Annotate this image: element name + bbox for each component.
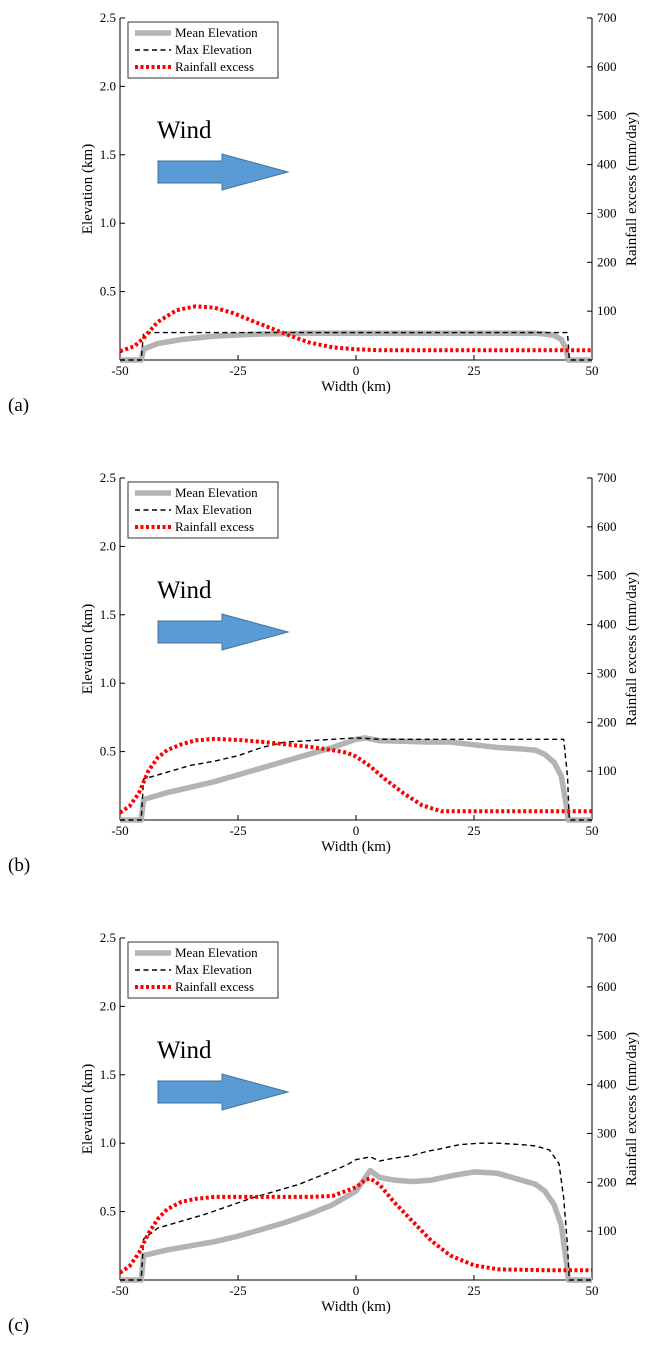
x-tick-label: 0 — [353, 363, 360, 378]
legend-label: Mean Elevation — [175, 945, 258, 960]
x-tick-label: 50 — [586, 823, 599, 838]
x-tick-label: 25 — [468, 823, 481, 838]
wind-label: Wind — [157, 117, 212, 144]
y2-tick-label: 200 — [597, 714, 617, 729]
x-tick-label: -50 — [111, 823, 128, 838]
y2-tick-label: 500 — [597, 1028, 617, 1043]
y2-tick-label: 400 — [597, 157, 617, 172]
wind-label: Wind — [157, 1037, 212, 1064]
y2-tick-label: 300 — [597, 205, 617, 220]
panel-label: (b) — [8, 855, 30, 876]
panel-label: (a) — [8, 395, 29, 416]
y-tick-label: 1.0 — [100, 1135, 116, 1150]
x-tick-label: -25 — [229, 823, 246, 838]
series-line-mean-elevation — [120, 1167, 592, 1283]
y-tick-label: 2.5 — [100, 470, 116, 485]
series-line-rainfall-excess — [118, 736, 592, 815]
y2-tick-label: 400 — [597, 617, 617, 632]
x-tick-label: 25 — [468, 1283, 481, 1298]
y2-tick-label: 700 — [597, 930, 617, 945]
legend-label: Rainfall excess — [175, 519, 254, 534]
legend-label: Rainfall excess — [175, 979, 254, 994]
y-tick-label: 2.0 — [100, 538, 116, 553]
y2-tick-label: 500 — [597, 568, 617, 583]
y2-tick-label: 100 — [597, 1223, 617, 1238]
x-tick-label: -25 — [229, 1283, 246, 1298]
y-tick-label: 2.0 — [100, 78, 116, 93]
y-tick-label: 2.0 — [100, 998, 116, 1013]
legend-label: Rainfall excess — [175, 59, 254, 74]
y-tick-label: 1.5 — [100, 1067, 116, 1082]
y2-tick-label: 100 — [597, 303, 617, 318]
x-axis-label: Width (km) — [321, 1299, 391, 1315]
series-line-rainfall-excess — [118, 1176, 592, 1275]
legend-label: Mean Elevation — [175, 25, 258, 40]
y2-axis-label: Rainfall excess (mm/day) — [624, 1032, 640, 1186]
chart-panel-a: -50 -25 0 25 50 0.5 1.0 1.5 2.0 2.5 100 200 300 400 50… — [8, 10, 640, 416]
x-tick-label: 0 — [353, 1283, 360, 1298]
series-line-max-elevation — [120, 1142, 592, 1281]
x-axis-label: Width (km) — [321, 379, 391, 395]
wind-label: Wind — [157, 577, 212, 604]
y2-axis-label: Rainfall excess (mm/day) — [624, 572, 640, 726]
y2-tick-label: 500 — [597, 108, 617, 123]
y-tick-label: 1.0 — [100, 675, 116, 690]
y2-tick-label: 600 — [597, 59, 617, 74]
x-tick-label: -50 — [111, 363, 128, 378]
y2-tick-label: 200 — [597, 254, 617, 269]
y-tick-label: 0.5 — [100, 744, 116, 759]
legend-label: Max Elevation — [175, 502, 252, 517]
y-tick-label: 2.5 — [100, 10, 116, 25]
legend-label: Max Elevation — [175, 962, 252, 977]
y-tick-label: 0.5 — [100, 1204, 116, 1219]
y-axis-label: Elevation (km) — [80, 1064, 96, 1154]
right-arrow-icon — [157, 613, 290, 651]
y2-tick-label: 100 — [597, 763, 617, 778]
y-axis-label: Elevation (km) — [80, 604, 96, 694]
x-tick-label: 25 — [468, 363, 481, 378]
y2-tick-label: 300 — [597, 665, 617, 680]
y-tick-label: 1.0 — [100, 215, 116, 230]
y2-tick-label: 200 — [597, 1174, 617, 1189]
legend-label: Mean Elevation — [175, 485, 258, 500]
y2-tick-label: 600 — [597, 979, 617, 994]
x-axis-label: Width (km) — [321, 839, 391, 855]
series-line-rainfall-excess — [119, 304, 592, 354]
series-line-mean-elevation — [120, 735, 592, 823]
y-tick-label: 1.5 — [100, 607, 116, 622]
y2-tick-label: 400 — [597, 1077, 617, 1092]
x-tick-label: 50 — [586, 1283, 599, 1298]
x-tick-label: -25 — [229, 363, 246, 378]
y2-tick-label: 700 — [597, 470, 617, 485]
y2-axis-label: Rainfall excess (mm/day) — [624, 112, 640, 266]
y2-tick-label: 300 — [597, 1125, 617, 1140]
x-tick-label: 0 — [353, 823, 360, 838]
y2-tick-label: 700 — [597, 10, 617, 25]
y2-tick-label: 600 — [597, 519, 617, 534]
x-tick-label: -50 — [111, 1283, 128, 1298]
right-arrow-icon — [157, 1073, 290, 1111]
series-line-max-elevation — [120, 331, 592, 361]
right-arrow-icon — [157, 153, 290, 191]
y-axis-label: Elevation (km) — [80, 144, 96, 234]
x-tick-label: 50 — [586, 363, 599, 378]
y-tick-label: 1.5 — [100, 147, 116, 162]
y-tick-label: 0.5 — [100, 284, 116, 299]
panel-label: (c) — [8, 1315, 29, 1336]
series-line-max-elevation — [120, 737, 592, 821]
legend-label: Max Elevation — [175, 42, 252, 57]
chart-panel-b: -50 -25 0 25 50 0.5 1.0 1.5 2.0 2.5 100 200 300 400 50… — [8, 470, 640, 876]
chart-panel-c: -50 -25 0 25 50 0.5 1.0 1.5 2.0 2.5 100 200 300 400 50… — [8, 930, 640, 1336]
y-tick-label: 2.5 — [100, 930, 116, 945]
